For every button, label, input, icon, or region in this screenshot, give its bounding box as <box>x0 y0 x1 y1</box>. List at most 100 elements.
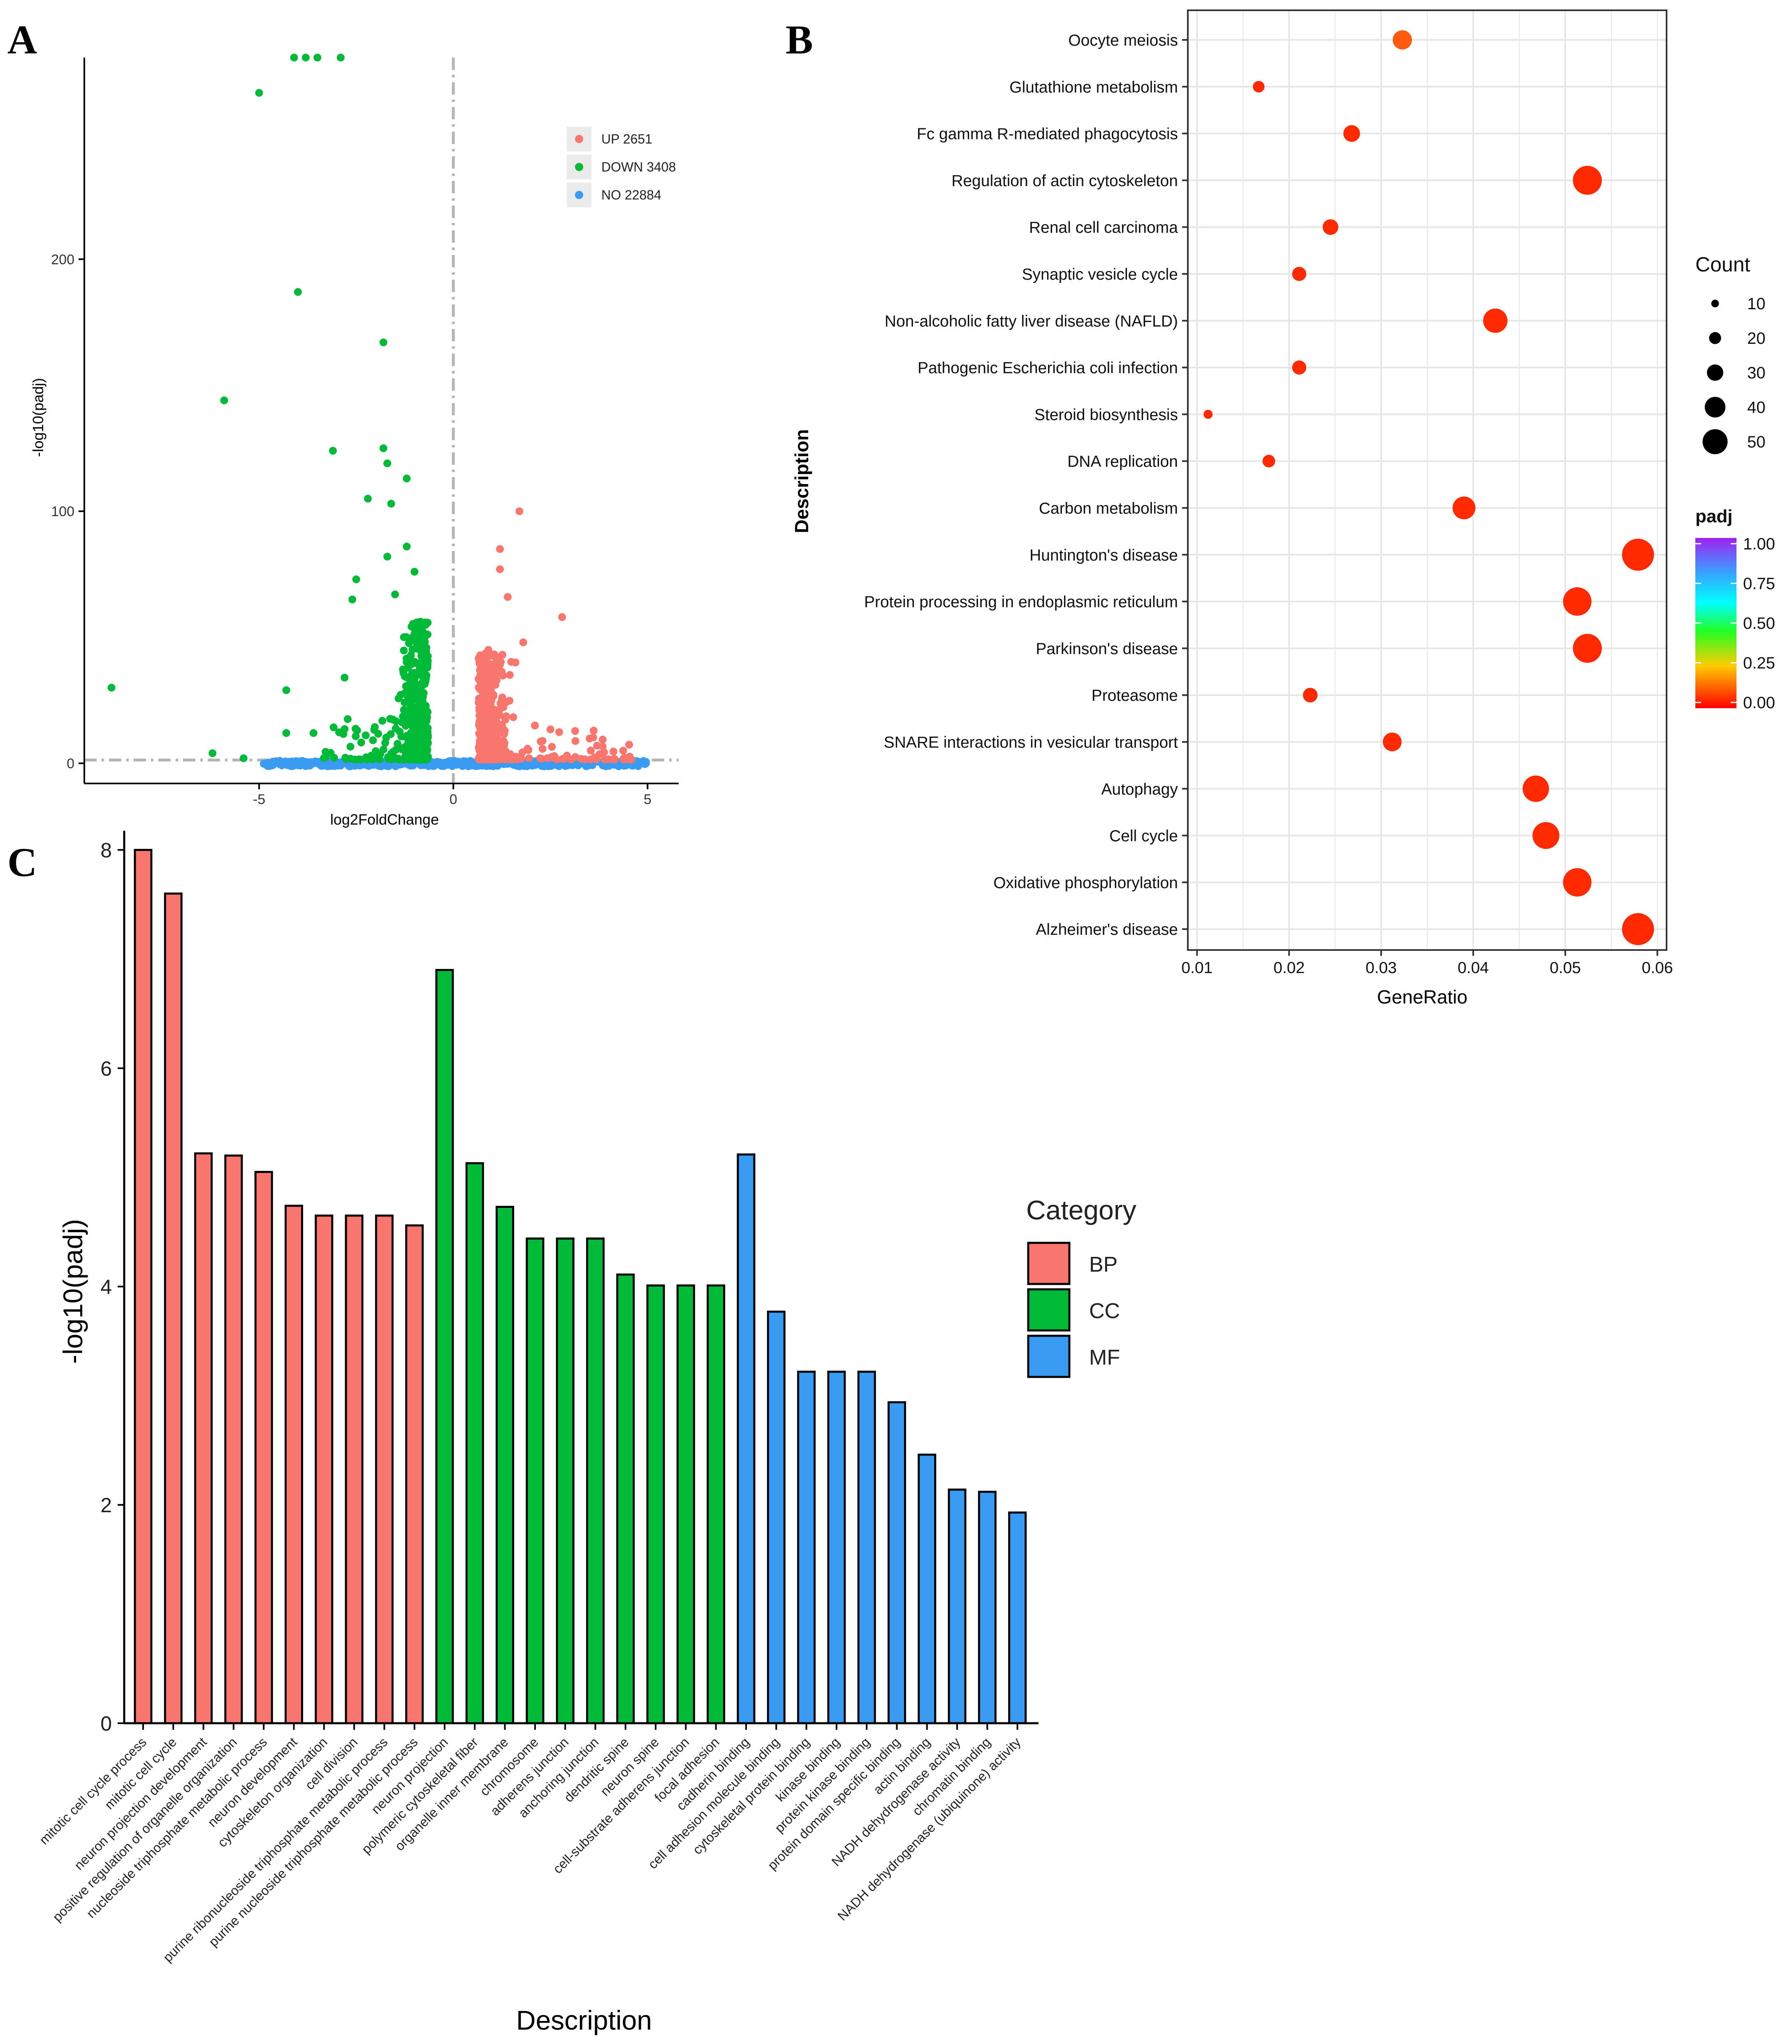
bar <box>1008 1511 1027 1724</box>
volcano-point-down <box>403 542 411 551</box>
bubble-point <box>1383 732 1402 751</box>
volcano-point-down <box>352 575 360 584</box>
volcano-point-no <box>459 760 467 768</box>
volcano-point-down <box>423 745 431 753</box>
volcano-point-down <box>417 692 426 700</box>
volcano-point-down <box>209 749 217 757</box>
volcano-point-down <box>375 755 383 763</box>
bubble-x-axis-label: GeneRatio <box>1377 986 1467 1008</box>
volcano-point-down <box>422 709 430 717</box>
volcano-point-down <box>362 731 370 739</box>
bar <box>254 1171 273 1724</box>
volcano-point-down <box>220 396 228 404</box>
volcano-point-up <box>496 565 504 573</box>
volcano-point-up <box>519 638 527 647</box>
volcano-point-up <box>500 730 508 738</box>
volcano-point-down <box>379 444 387 452</box>
volcano-point-up <box>485 755 493 763</box>
volcano-point-down <box>364 755 372 763</box>
volcano-point-down <box>364 494 372 503</box>
volcano-point-down <box>394 755 402 764</box>
volcano-point-no <box>447 761 455 769</box>
count-legend-title: Count <box>1695 253 1750 276</box>
volcano-point-up <box>489 681 498 689</box>
volcano-point-up <box>489 652 497 660</box>
volcano-point-up <box>609 747 617 755</box>
padj-legend-label: 0.75 <box>1743 575 1775 593</box>
bubble-term-label: Cell cycle <box>1109 827 1178 845</box>
volcano-point-down <box>410 671 418 679</box>
bar <box>586 1237 605 1724</box>
bubble-term-label: Regulation of actin cytoskeleton <box>951 172 1178 190</box>
bubble-axes: Oocyte meiosis Glutathione metabolism Fc g… <box>864 32 1673 977</box>
volcano-point-up <box>491 740 499 748</box>
bar <box>857 1370 876 1724</box>
volcano-point-down <box>403 474 411 482</box>
bar <box>435 969 454 1724</box>
volcano-point-down <box>239 754 248 762</box>
bubble-point <box>1523 775 1549 802</box>
bubble-legends: Count 10 20 30 40 50 padj 1.00 0.75 0.50 0.25 0.00 <box>1695 253 1775 712</box>
volcano-point-up <box>476 708 485 716</box>
volcano-point-down <box>410 695 418 704</box>
volcano-legend-dot <box>575 135 583 143</box>
bubble-point <box>1322 219 1339 235</box>
bubble-point <box>1532 822 1560 849</box>
kegg-bubble-plot: Oocyte meiosis Glutathione metabolism Fc g… <box>791 9 1775 1008</box>
volcano-point-up <box>498 750 506 758</box>
volcano-point-no <box>262 759 270 767</box>
volcano-point-up <box>496 545 504 553</box>
volcano-point-up <box>571 737 580 745</box>
bubble-term-label: Non-alcoholic fatty liver disease (NAFLD… <box>885 313 1178 330</box>
count-legend-dot <box>1709 332 1721 344</box>
volcano-point-down <box>329 723 338 732</box>
volcano-point-up <box>489 692 498 700</box>
bubble-point <box>1622 538 1654 571</box>
bar <box>526 1237 545 1724</box>
bar <box>888 1401 906 1724</box>
bubble-plot-area <box>1187 9 1667 951</box>
volcano-point-down <box>382 733 390 742</box>
count-legend-label: 30 <box>1747 364 1766 382</box>
bar <box>707 1284 726 1724</box>
volcano-point-down <box>400 647 408 655</box>
bubble-x-tick-label: 0.05 <box>1550 959 1581 977</box>
volcano-point-no <box>346 762 355 770</box>
volcano-point-down <box>294 288 302 296</box>
volcano-point-up <box>546 725 554 734</box>
volcano-point-up <box>571 727 579 735</box>
panel-letter-b: B <box>786 17 813 63</box>
volcano-legend-label: NO 22884 <box>601 188 661 202</box>
volcano-point-down <box>420 668 428 677</box>
volcano-point-up <box>481 744 489 752</box>
volcano-point-down <box>424 660 432 668</box>
volcano-point-down <box>255 89 263 97</box>
volcano-point-up <box>587 755 595 764</box>
volcano-point-up <box>499 739 507 747</box>
volcano-point-down <box>415 754 424 762</box>
bar-legend-swatch <box>1027 1242 1071 1285</box>
volcano-point-down <box>107 684 116 692</box>
bar <box>375 1214 394 1724</box>
volcano-point-no <box>642 758 650 766</box>
bubble-term-label: Oxidative phosphorylation <box>993 874 1178 892</box>
volcano-point-down <box>370 726 378 734</box>
volcano-point-up <box>550 752 559 760</box>
bubble-point <box>1563 587 1592 616</box>
volcano-point-down <box>341 674 349 682</box>
volcano-point-down <box>403 654 411 663</box>
bubble-term-label: DNA replication <box>1067 453 1178 470</box>
volcano-point-no <box>315 760 323 768</box>
bubble-term-label: Fc gamma R-mediated phagocytosis <box>917 125 1178 143</box>
bar <box>767 1310 786 1724</box>
padj-legend-label: 0.00 <box>1743 694 1775 712</box>
bubble-term-label: Proteasome <box>1092 687 1178 705</box>
volcano-y-tick-label: 0 <box>67 756 74 772</box>
volcano-point-up <box>587 746 595 755</box>
bar <box>676 1284 695 1724</box>
volcano-point-up <box>515 507 524 515</box>
volcano-point-up <box>563 751 571 760</box>
volcano-point-down <box>405 639 413 647</box>
volcano-point-down <box>415 640 423 648</box>
